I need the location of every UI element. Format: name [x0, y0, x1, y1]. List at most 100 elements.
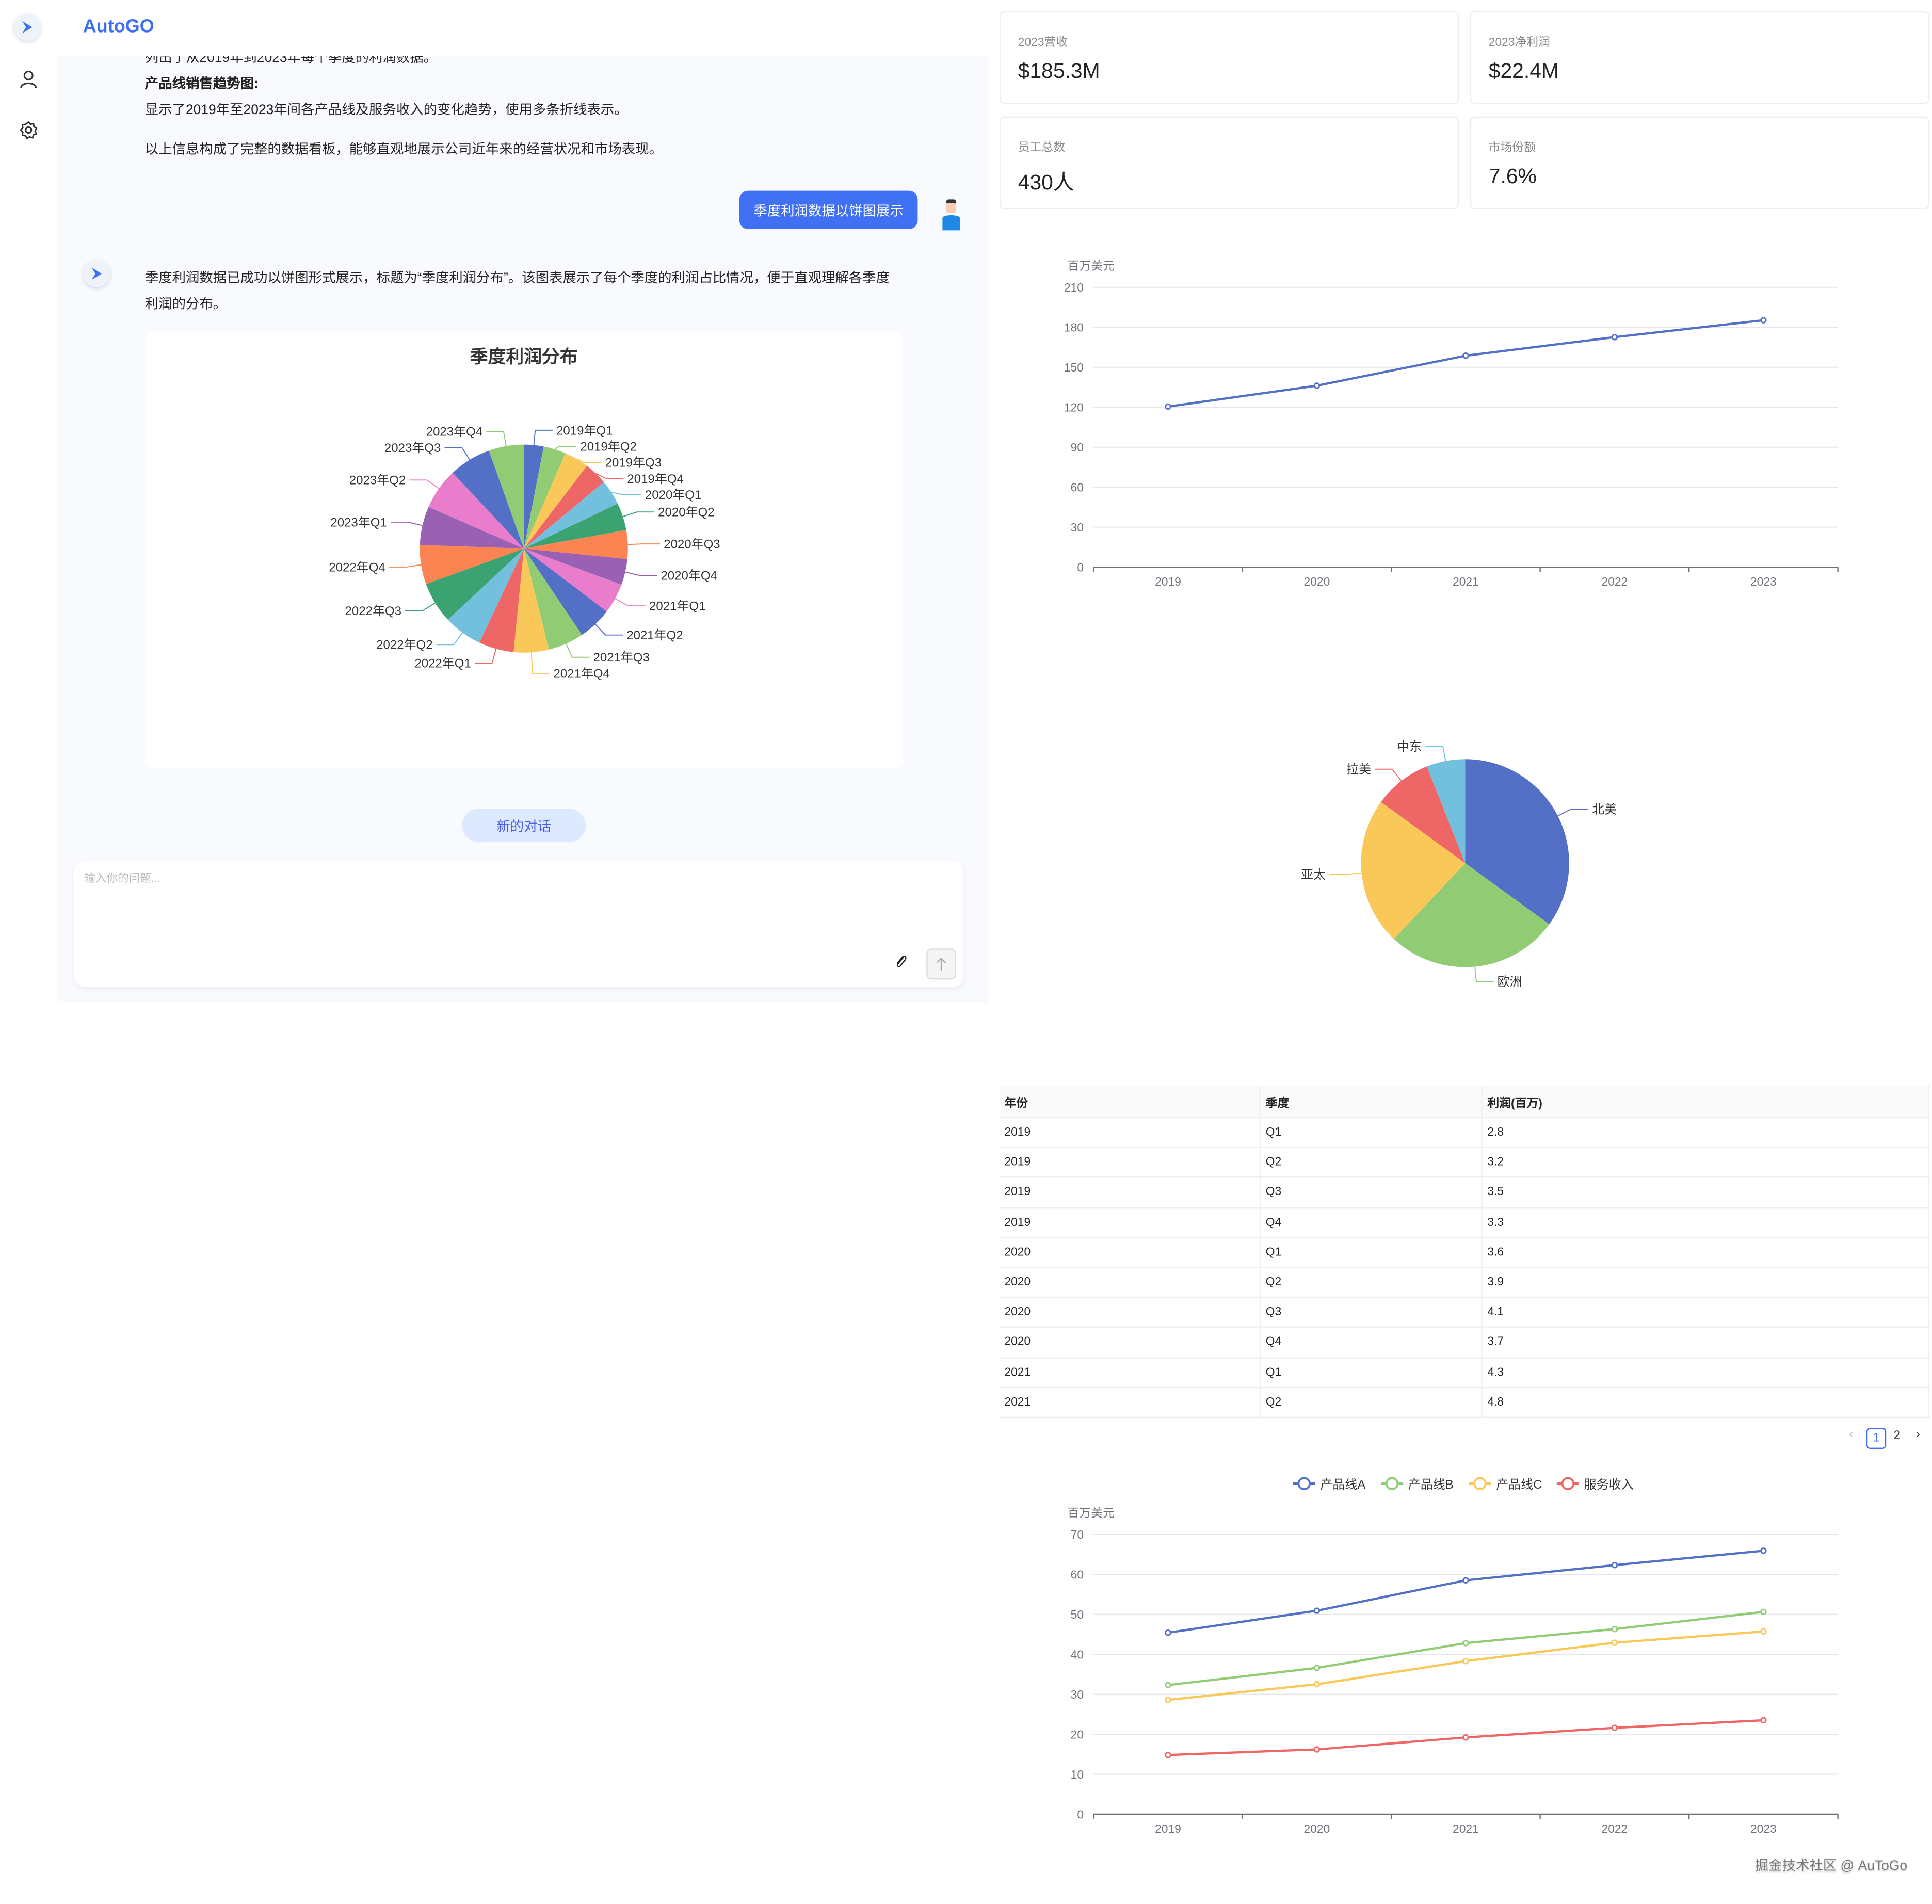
- send-button[interactable]: [926, 948, 956, 980]
- pie-slice: [524, 548, 607, 635]
- column-header-quarter: 季度: [1260, 1086, 1483, 1119]
- pagination-prev[interactable]: ‹: [1849, 1428, 1854, 1442]
- pie-label: 2020年Q1: [645, 488, 701, 502]
- cell-profit: 4.1: [1482, 1297, 1930, 1328]
- legend-marker: [1385, 1477, 1399, 1490]
- quarterly-profit-pie: 2019年Q1 2019年Q2 2019年Q3 2019年Q4 2020年Q1 2020年…: [329, 424, 720, 681]
- table-row: 2019 Q3 3.5: [999, 1177, 1930, 1208]
- x-tick-label: 2023: [1750, 1822, 1777, 1835]
- pie-slice: [513, 548, 549, 653]
- table-row: 2021 Q2 4.8: [999, 1387, 1930, 1418]
- data-point: [1760, 1717, 1767, 1724]
- pie-label: 欧洲: [1498, 975, 1522, 989]
- cell-year: 2019: [999, 1148, 1261, 1179]
- pie-label: 2023年Q3: [384, 441, 441, 455]
- bot-message-heading: 产品线销售趋势图:: [144, 76, 259, 92]
- legend-marker: [1297, 1477, 1311, 1490]
- watermark: 掘金技术社区 @ AuToGo: [1754, 1859, 1908, 1874]
- user-icon[interactable]: [18, 68, 40, 90]
- legend-label: 产品线C: [1496, 1478, 1542, 1492]
- kpi-card-net-profit: 2023净利润 $22.4M: [1470, 11, 1930, 104]
- legend-item[interactable]: 产品线A: [1293, 1477, 1366, 1492]
- y-tick-label: 10: [1071, 1768, 1084, 1781]
- legend-item[interactable]: 服务收入: [1556, 1477, 1634, 1492]
- data-point: [1165, 1682, 1171, 1688]
- pie-label: 2019年Q2: [580, 440, 636, 454]
- bot-message-clipped-line: 列出了从2019年到2023年每个季度的利润数据。: [144, 56, 438, 66]
- cell-profit: 3.9: [1482, 1267, 1930, 1298]
- y-tick-label: 150: [1064, 361, 1084, 374]
- cell-profit: 3.5: [1482, 1177, 1930, 1208]
- kpi-card-revenue: 2023营收 $185.3M: [999, 11, 1459, 104]
- cell-profit: 2.8: [1482, 1118, 1930, 1149]
- new-chat-button[interactable]: 新的对话: [462, 809, 586, 843]
- legend-marker: [1561, 1477, 1575, 1490]
- bot-logo-icon: [91, 267, 102, 280]
- x-tick-label: 2023: [1750, 575, 1777, 588]
- sidebar: [0, 0, 57, 1903]
- cell-year: 2019: [999, 1177, 1261, 1208]
- x-tick-label: 2019: [1155, 575, 1181, 588]
- pie-slice: [489, 444, 524, 549]
- pie-slice: [524, 444, 544, 549]
- gear-icon[interactable]: [18, 119, 40, 141]
- x-tick-label: 2022: [1602, 575, 1628, 588]
- chart-title: 季度利润分布: [470, 347, 578, 367]
- data-point: [1462, 1577, 1469, 1584]
- kpi-label: 市场份额: [1488, 141, 1536, 155]
- pie-label: 2019年Q3: [605, 456, 662, 470]
- bot-message-summary: 以上信息构成了完整的数据看板，能够直观地展示公司近年来的经营状况和市场表现。: [144, 142, 663, 157]
- pie-label-line: [409, 479, 440, 489]
- cell-year: 2020: [999, 1237, 1261, 1268]
- pie-label-line: [444, 447, 470, 460]
- pie-label: 2022年Q3: [345, 604, 401, 618]
- cell-quarter: Q4: [1260, 1327, 1483, 1358]
- pagination-page-2[interactable]: 2: [1893, 1429, 1901, 1443]
- cell-quarter: Q2: [1260, 1267, 1483, 1298]
- pie-slice: [524, 548, 622, 612]
- cell-quarter: Q4: [1260, 1207, 1483, 1238]
- chat-input[interactable]: [82, 870, 830, 886]
- legend-item[interactable]: 产品线C: [1469, 1477, 1542, 1492]
- pie-label: 2021年Q4: [554, 667, 610, 681]
- data-point: [1313, 382, 1321, 389]
- pie-slice: [420, 544, 524, 584]
- kpi-label: 2023净利润: [1488, 36, 1550, 50]
- series-line: [1168, 1550, 1764, 1634]
- pie-label-line: [576, 458, 602, 463]
- cell-profit: 3.6: [1482, 1237, 1930, 1268]
- cell-profit: 4.3: [1482, 1357, 1930, 1388]
- pie-label-line: [475, 649, 497, 664]
- pie-label: 2022年Q1: [414, 657, 471, 671]
- data-point: [1760, 317, 1767, 324]
- kpi-value: 7.6%: [1488, 165, 1537, 188]
- table-row: 2020 Q3 4.1: [999, 1297, 1930, 1328]
- data-point: [1611, 1562, 1618, 1569]
- user-message-bubble: 季度利润数据以饼图展示: [739, 190, 918, 230]
- pie-label-line: [486, 431, 507, 446]
- cell-profit: 3.7: [1482, 1327, 1930, 1358]
- pie-label: 2021年Q2: [626, 628, 683, 642]
- pagination-next[interactable]: ›: [1915, 1428, 1920, 1442]
- data-point: [1313, 1665, 1321, 1671]
- cell-quarter: Q3: [1260, 1177, 1483, 1208]
- legend-label: 产品线A: [1320, 1478, 1365, 1492]
- data-point: [1611, 1639, 1618, 1646]
- profit-table: 年份 季度 利润(百万) 2019 Q1 2.8 2019 Q2 3.2 2019 Q3 3.5…: [999, 1086, 1930, 1418]
- app-title: AutoGO: [83, 16, 154, 37]
- legend-item[interactable]: 产品线B: [1381, 1477, 1454, 1492]
- pie-label-line: [1425, 746, 1446, 761]
- cell-profit: 3.3: [1482, 1207, 1930, 1238]
- data-point: [1760, 1547, 1767, 1554]
- pie-slice: [1465, 759, 1569, 925]
- y-tick-label: 60: [1071, 481, 1084, 494]
- legend-label: 产品线B: [1408, 1478, 1454, 1492]
- pie-label: 拉美: [1346, 763, 1371, 777]
- app-logo[interactable]: [13, 13, 41, 41]
- attachment-icon[interactable]: [894, 954, 908, 970]
- pie-label-line: [533, 429, 553, 445]
- pie-label-line: [1375, 768, 1402, 782]
- pagination-page-1[interactable]: 1: [1866, 1428, 1887, 1449]
